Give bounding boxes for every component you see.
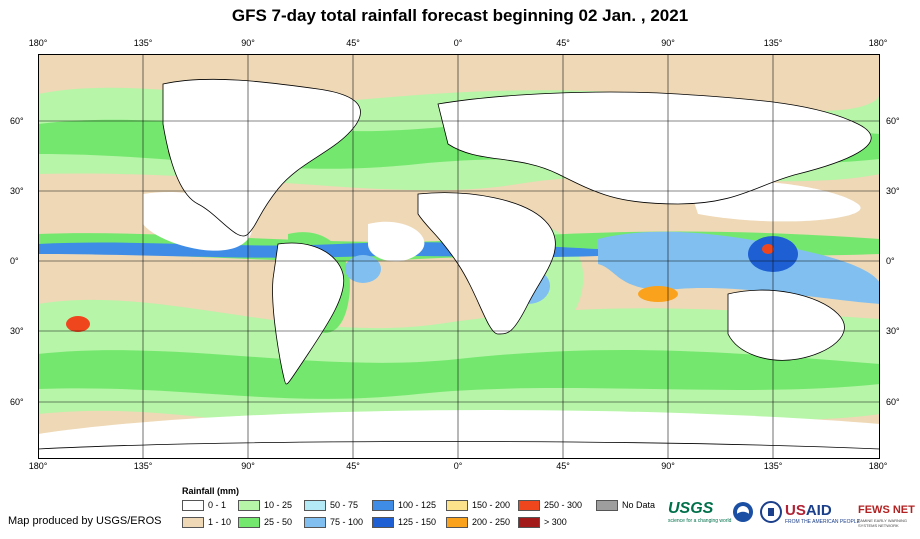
lon-label: 180°: [868, 461, 888, 471]
map-title: GFS 7-day total rainfall forecast beginn…: [231, 6, 689, 25]
lon-label: 135°: [133, 461, 153, 471]
legend-label: 50 - 75: [330, 500, 359, 510]
legend-label: 1 - 10: [208, 517, 232, 527]
lon-label: 90°: [661, 461, 675, 471]
lon-label: 90°: [241, 461, 255, 471]
lon-label: 45°: [556, 461, 570, 471]
lat-label: 0°: [10, 256, 19, 266]
lon-label: 180°: [28, 461, 48, 471]
lat-label: 30°: [886, 326, 900, 336]
lat-label: 30°: [10, 186, 24, 196]
legend-title: Rainfall (mm): [182, 486, 240, 496]
legend-label: 250 - 300: [544, 500, 583, 510]
south-america-shape: [272, 242, 345, 385]
legend-label: 100 - 125: [398, 500, 437, 510]
antarctica-shape: [38, 441, 880, 459]
legend-label: 200 - 250: [472, 517, 511, 527]
legend-label: 25 - 50: [264, 517, 293, 527]
noaa-logo-icon[interactable]: [732, 501, 754, 523]
usaid-aid: AID: [805, 502, 832, 519]
usgs-logo[interactable]: USGS: [668, 500, 714, 517]
legend-swatch: [446, 500, 468, 511]
fewsnet-tagline: FAMINE EARLY WARNING SYSTEMS NETWORK: [858, 518, 908, 528]
map-frame: [38, 54, 880, 459]
rainfall-map[interactable]: [38, 54, 880, 459]
lat-label: 60°: [10, 116, 24, 126]
legend-label: 150 - 200: [472, 500, 511, 510]
north-america-shape: [162, 78, 361, 237]
legend: 0 - 1 1 - 10 10 - 25 25 - 50 50 - 75 75 …: [182, 500, 662, 536]
africa-shape: [417, 192, 556, 335]
usaid-logo[interactable]: USAID: [785, 502, 832, 519]
lat-label: 0°: [886, 256, 895, 266]
lon-label: 90°: [661, 38, 675, 48]
legend-swatch: [518, 517, 540, 528]
lat-label: 30°: [886, 186, 900, 196]
lon-label: 180°: [868, 38, 888, 48]
legend-swatch: [518, 500, 540, 511]
lon-label: 45°: [346, 38, 360, 48]
longitude-axis-bottom: 180° 135° 90° 45° 0° 45° 90° 135° 180°: [0, 461, 920, 475]
legend-label: 10 - 25: [264, 500, 293, 510]
lat-label: 30°: [10, 326, 24, 336]
doi-seal-icon[interactable]: [760, 501, 782, 523]
continent-outlines: [38, 78, 880, 459]
usaid-tagline: FROM THE AMERICAN PEOPLE: [785, 519, 860, 525]
partner-logos: USGS science for a changing world USAID …: [668, 498, 918, 532]
legend-label: > 300: [544, 517, 567, 527]
lat-label: 60°: [886, 397, 900, 407]
australia-shape: [727, 289, 845, 361]
legend-swatch: [238, 500, 260, 511]
legend-swatch: [304, 517, 326, 528]
lon-label: 45°: [346, 461, 360, 471]
legend-swatch: [182, 500, 204, 511]
lon-label: 135°: [763, 461, 783, 471]
lon-label: 180°: [28, 38, 48, 48]
legend-swatch: [182, 517, 204, 528]
legend-swatch: [372, 517, 394, 528]
legend-swatch: [304, 500, 326, 511]
legend-label: 0 - 1: [208, 500, 227, 510]
legend-label: 125 - 150: [398, 517, 437, 527]
usaid-us: US: [785, 502, 806, 519]
legend-swatch: [446, 517, 468, 528]
lon-label: 90°: [241, 38, 255, 48]
lon-label: 135°: [133, 38, 153, 48]
lon-label: 0°: [453, 461, 463, 471]
legend-swatch: [596, 500, 618, 511]
lon-label: 0°: [453, 38, 463, 48]
lon-label: 135°: [763, 38, 783, 48]
eurasia-shape: [437, 91, 872, 205]
fewsnet-logo[interactable]: FEWS NET: [858, 504, 915, 516]
credit-text: Map produced by USGS/EROS: [8, 515, 162, 527]
usgs-tagline: science for a changing world: [668, 518, 732, 524]
legend-label: 75 - 100: [330, 517, 364, 527]
graticule: [38, 54, 880, 459]
legend-swatch: [372, 500, 394, 511]
lat-label: 60°: [886, 116, 900, 126]
lon-label: 45°: [556, 38, 570, 48]
lat-label: 60°: [10, 397, 24, 407]
longitude-axis-top: 180° 135° 90° 45° 0° 45° 90° 135° 180°: [0, 38, 920, 52]
legend-swatch: [238, 517, 260, 528]
legend-label: No Data: [622, 500, 656, 510]
